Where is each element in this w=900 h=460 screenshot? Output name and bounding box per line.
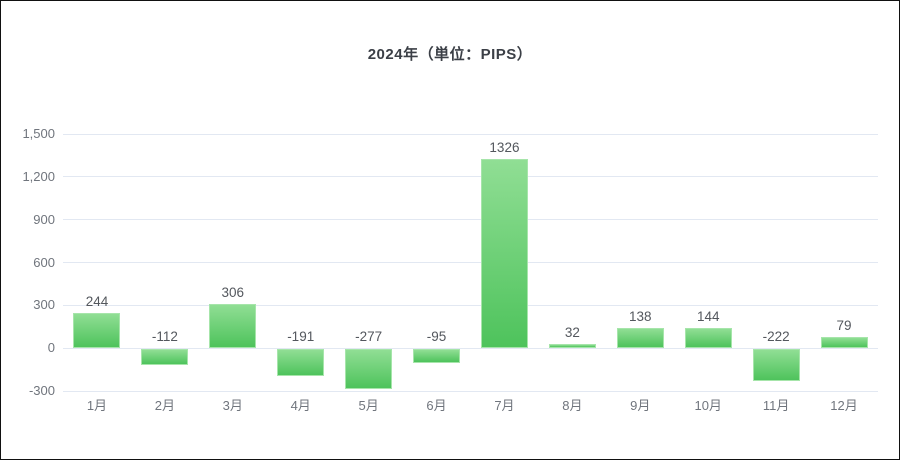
x-axis-label: 5月	[358, 398, 379, 413]
bar	[413, 349, 461, 363]
bar	[752, 349, 800, 381]
bar-value-label: 244	[85, 294, 109, 310]
y-axis-label: 0	[47, 340, 55, 356]
y-axis-label: 300	[33, 297, 55, 313]
x-axis-label: 2月	[154, 398, 175, 413]
bar	[141, 349, 189, 366]
x-axis-label: 12月	[830, 398, 858, 413]
y-axis-label: 600	[33, 254, 55, 270]
y-axis-label: 1,500	[22, 126, 55, 141]
bar-value-label: -95	[426, 329, 447, 345]
x-axis-label: 6月	[426, 398, 447, 413]
x-axis-label: 10月	[694, 398, 722, 413]
gridline	[63, 219, 878, 221]
chart-title: 2024年（単位：PIPS）	[367, 46, 533, 63]
gridline	[63, 304, 878, 306]
x-axis-label: 1月	[86, 398, 108, 413]
bar	[616, 328, 664, 349]
bar	[209, 304, 257, 349]
x-axis-label: 4月	[290, 398, 311, 413]
x-axis-label: 7月	[494, 398, 515, 413]
bar-value-label: 79	[836, 317, 852, 333]
y-axis-label: 900	[33, 211, 55, 227]
y-axis-label: 1,200	[22, 168, 55, 184]
bar-value-label: 306	[221, 285, 245, 301]
x-axis-label: 3月	[222, 398, 243, 413]
bar-value-label: -277	[355, 329, 383, 345]
bar-value-label: 138	[629, 309, 652, 325]
bar	[820, 336, 868, 349]
bar	[684, 327, 732, 349]
gridline	[63, 262, 878, 263]
bar-value-label: 1326	[489, 139, 520, 155]
x-axis-label: 11月	[762, 398, 790, 413]
x-axis-label: 9月	[630, 398, 651, 413]
bar-value-label: -112	[151, 329, 178, 345]
gridline	[63, 133, 878, 135]
gridline	[63, 347, 878, 349]
bar	[480, 158, 528, 349]
bar	[345, 349, 393, 389]
x-axis-label: 8月	[562, 398, 583, 413]
gridline	[63, 176, 878, 178]
bar	[277, 349, 325, 377]
bar-value-label: -191	[287, 329, 315, 345]
bar	[73, 313, 121, 349]
bar	[548, 343, 596, 349]
y-axis-label: -300	[28, 383, 55, 398]
bar-value-label: 144	[696, 308, 720, 324]
bar-value-label: -222	[762, 329, 790, 345]
gridline	[63, 390, 878, 392]
bar-value-label: 32	[564, 324, 580, 340]
